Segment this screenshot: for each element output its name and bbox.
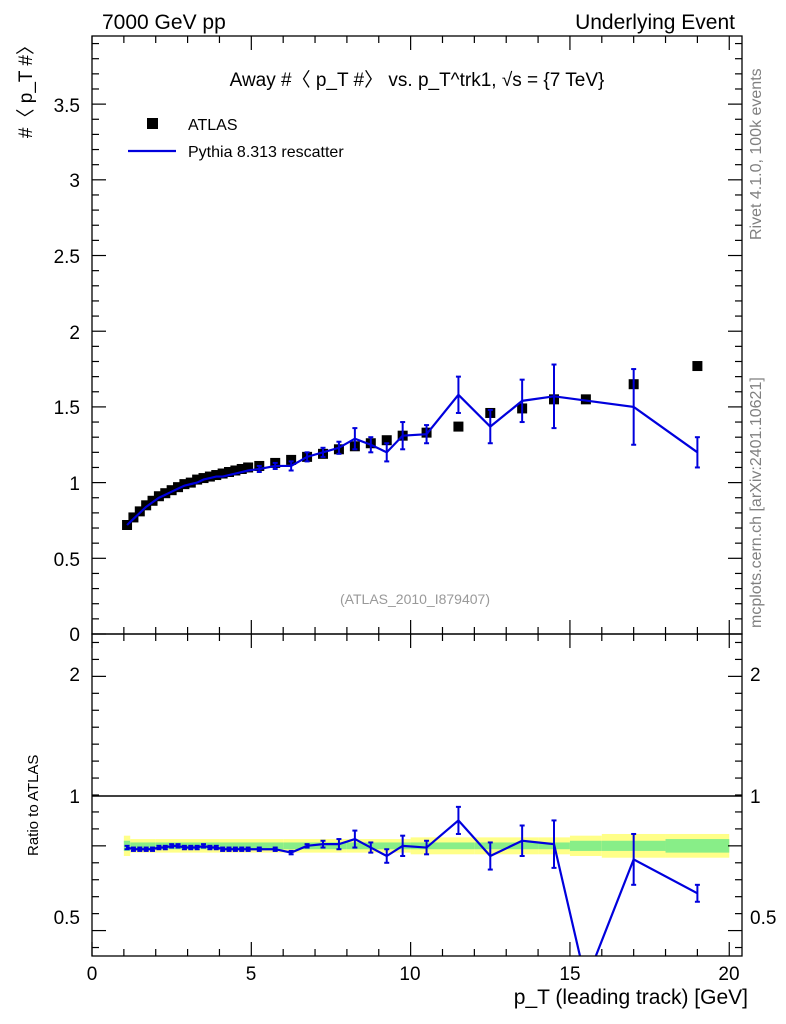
atlas-data-point [230, 465, 241, 476]
ratio-series-pythia [124, 805, 700, 956]
atlas-data-point [147, 495, 158, 506]
atlas-data-point [141, 500, 152, 511]
x-tick-label-10: 10 [399, 964, 420, 985]
atlas-data-point [173, 482, 184, 493]
atlas-data-point [204, 471, 215, 482]
ratio-band-inner [569, 840, 602, 851]
atlas-data-point [217, 468, 228, 479]
y-tick-label-1p5: 1.5 [54, 398, 80, 419]
header-right: Underlying Event [575, 11, 735, 34]
ratio-band-inner [410, 842, 475, 850]
pythia-line [126, 393, 699, 526]
ratio-y-axis-label: Ratio to ATLAS [25, 755, 42, 856]
ratio-y-tick-label-1-right: 1 [750, 787, 761, 808]
rivet-version-label: Rivet 4.1.0, 100k events [748, 68, 765, 240]
ratio-band-inner [346, 842, 411, 850]
analysis-watermark: (ATLAS_2010_I879407) [340, 591, 490, 607]
atlas-data-point [580, 394, 591, 405]
ratio-band-inner [155, 842, 220, 850]
ratio-y-tick-label-0p5-left: 0.5 [54, 908, 80, 929]
y-axis-label: #〈 p_T #〉 [15, 36, 37, 138]
legend-label-atlas: ATLAS [188, 117, 238, 134]
ratio-y-tick-label-2-right: 2 [750, 665, 761, 686]
atlas-data-point [692, 361, 703, 372]
x-tick-label-5: 5 [246, 964, 257, 985]
ratio-band-inner [219, 842, 284, 850]
atlas-data-point [211, 470, 222, 481]
y-tick-label-3: 3 [69, 171, 80, 192]
y-tick-label-3p5: 3.5 [54, 96, 80, 117]
atlas-data-point [122, 519, 133, 530]
ratio-band-inner [474, 842, 539, 850]
atlas-data-point [185, 477, 196, 488]
y-tick-label-0: 0 [69, 625, 80, 646]
x-tick-label-20: 20 [718, 964, 739, 985]
atlas-data-point [243, 462, 254, 473]
y-tick-label-2: 2 [69, 323, 80, 344]
ratio-band-inner [130, 842, 156, 850]
axis-ticks [91, 36, 742, 956]
atlas-data-point [236, 463, 247, 474]
series-atlas-markers [122, 361, 703, 530]
legend-marker-atlas [147, 118, 158, 129]
legend: ATLAS Pythia 8.313 rescatter [128, 117, 344, 161]
y-tick-label-1: 1 [69, 474, 80, 495]
chart-title: Away #〈 p_T #〉 vs. p_T^trk1, √s = {7 TeV… [230, 69, 605, 91]
atlas-data-point [453, 421, 464, 432]
atlas-data-point [192, 474, 203, 485]
atlas-data-point [153, 491, 164, 502]
ratio-band-inner [665, 839, 730, 853]
atlas-data-point [224, 467, 235, 478]
header-left: 7000 GeV pp [102, 11, 226, 34]
atlas-data-point [160, 488, 171, 499]
ratio-line [126, 818, 698, 956]
ratio-panel-frame [91, 633, 743, 957]
mcplots-source-label: mcplots.cern.ch [arXiv:2401.10621] [748, 377, 765, 628]
ratio-y-tick-label-1-left: 1 [69, 787, 80, 808]
x-axis-label: p_T (leading track) [GeV] [514, 986, 748, 1009]
x-tick-label-15: 15 [559, 964, 580, 985]
y-tick-label-2p5: 2.5 [54, 247, 80, 268]
y-tick-label-0p5: 0.5 [54, 550, 80, 571]
atlas-data-point [179, 479, 190, 490]
atlas-data-point [166, 485, 177, 496]
legend-label-pythia: Pythia 8.313 rescatter [188, 144, 344, 161]
x-tick-label-0: 0 [87, 964, 98, 985]
atlas-data-point [381, 435, 392, 446]
ratio-y-tick-label-0p5-right: 0.5 [750, 908, 776, 929]
atlas-data-point [286, 454, 297, 465]
atlas-data-point [198, 473, 209, 484]
ratio-y-tick-label-2-left: 2 [69, 665, 80, 686]
series-pythia-line [126, 363, 700, 526]
